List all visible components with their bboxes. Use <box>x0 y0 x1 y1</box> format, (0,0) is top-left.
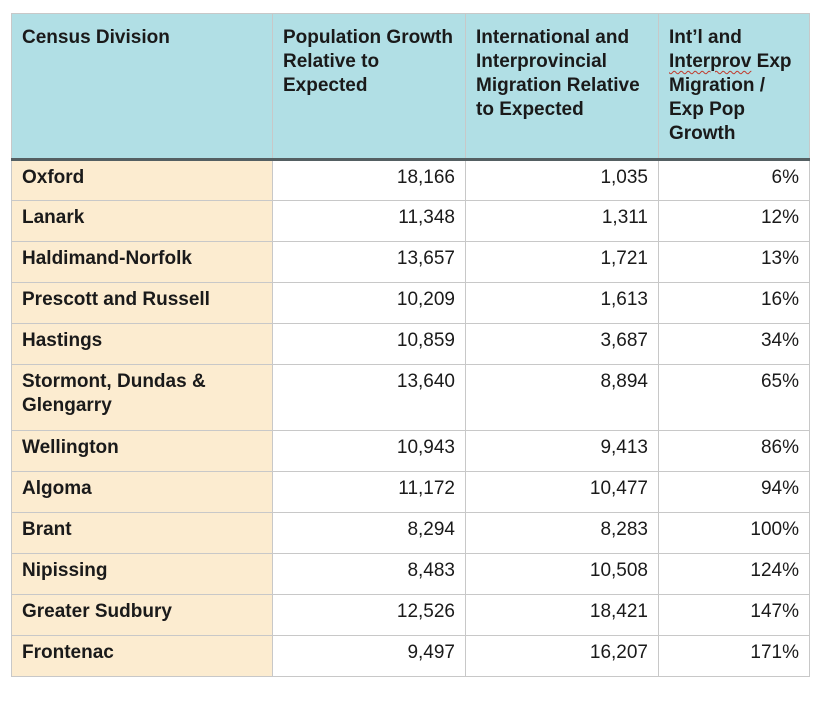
header-ratio-part3: Exp Migration / Exp Pop Growth <box>669 51 792 144</box>
cell-migration: 1,311 <box>465 200 659 242</box>
cell-pop-growth: 11,348 <box>272 200 466 242</box>
cell-division: Greater Sudbury <box>11 594 273 636</box>
table-row: Stormont, Dundas & Glengarry 13,640 8,89… <box>11 364 810 431</box>
header-population-growth: Population Growth Relative to Expected <box>272 13 466 161</box>
cell-migration: 8,894 <box>465 364 659 431</box>
cell-pop-growth: 8,483 <box>272 553 466 595</box>
cell-ratio: 147% <box>658 594 810 636</box>
cell-division: Algoma <box>11 471 273 513</box>
cell-pop-growth: 8,294 <box>272 512 466 554</box>
cell-ratio: 16% <box>658 282 810 324</box>
cell-ratio: 94% <box>658 471 810 513</box>
cell-migration: 1,035 <box>465 159 659 201</box>
cell-division: Haldimand-Norfolk <box>11 241 273 283</box>
table-row: Hastings 10,859 3,687 34% <box>11 323 810 365</box>
table-row: Haldimand-Norfolk 13,657 1,721 13% <box>11 241 810 283</box>
cell-division: Brant <box>11 512 273 554</box>
cell-migration: 10,508 <box>465 553 659 595</box>
cell-migration: 10,477 <box>465 471 659 513</box>
cell-ratio: 12% <box>658 200 810 242</box>
table-row: Brant 8,294 8,283 100% <box>11 512 810 554</box>
cell-pop-growth: 13,657 <box>272 241 466 283</box>
cell-ratio: 171% <box>658 635 810 677</box>
cell-pop-growth: 9,497 <box>272 635 466 677</box>
table-row: Frontenac 9,497 16,207 171% <box>11 635 810 677</box>
cell-migration: 16,207 <box>465 635 659 677</box>
cell-migration: 1,721 <box>465 241 659 283</box>
cell-migration: 18,421 <box>465 594 659 636</box>
cell-pop-growth: 10,209 <box>272 282 466 324</box>
table-row: Nipissing 8,483 10,508 124% <box>11 553 810 595</box>
cell-ratio: 13% <box>658 241 810 283</box>
spellcheck-flagged-word: Interprov <box>669 51 752 72</box>
header-census-division: Census Division <box>11 13 273 161</box>
cell-ratio: 124% <box>658 553 810 595</box>
cell-pop-growth: 12,526 <box>272 594 466 636</box>
cell-migration: 3,687 <box>465 323 659 365</box>
cell-pop-growth: 10,859 <box>272 323 466 365</box>
cell-pop-growth: 18,166 <box>272 159 466 201</box>
cell-ratio: 34% <box>658 323 810 365</box>
census-migration-table: Census Division Population Growth Relati… <box>11 13 810 677</box>
table-row: Oxford 18,166 1,035 6% <box>11 159 810 201</box>
cell-division: Stormont, Dundas & Glengarry <box>11 364 273 431</box>
table-row: Algoma 11,172 10,477 94% <box>11 471 810 513</box>
cell-division: Hastings <box>11 323 273 365</box>
table-row: Lanark 11,348 1,311 12% <box>11 200 810 242</box>
header-migration-ratio: Int’l and Interprov Exp Migration / Exp … <box>658 13 810 161</box>
table-row: Greater Sudbury 12,526 18,421 147% <box>11 594 810 636</box>
header-migration: International and Interprovincial Migrat… <box>465 13 659 161</box>
cell-ratio: 86% <box>658 430 810 472</box>
cell-migration: 8,283 <box>465 512 659 554</box>
cell-migration: 9,413 <box>465 430 659 472</box>
cell-pop-growth: 11,172 <box>272 471 466 513</box>
cell-division: Nipissing <box>11 553 273 595</box>
cell-migration: 1,613 <box>465 282 659 324</box>
table-row: Prescott and Russell 10,209 1,613 16% <box>11 282 810 324</box>
cell-division: Oxford <box>11 159 273 201</box>
cell-division: Prescott and Russell <box>11 282 273 324</box>
table-row: Wellington 10,943 9,413 86% <box>11 430 810 472</box>
cell-division: Wellington <box>11 430 273 472</box>
cell-division: Frontenac <box>11 635 273 677</box>
header-ratio-part1: Int’l and <box>669 27 742 48</box>
cell-division: Lanark <box>11 200 273 242</box>
cell-pop-growth: 10,943 <box>272 430 466 472</box>
cell-ratio: 100% <box>658 512 810 554</box>
cell-ratio: 65% <box>658 364 810 431</box>
cell-ratio: 6% <box>658 159 810 201</box>
cell-pop-growth: 13,640 <box>272 364 466 431</box>
header-row: Census Division Population Growth Relati… <box>11 13 810 161</box>
